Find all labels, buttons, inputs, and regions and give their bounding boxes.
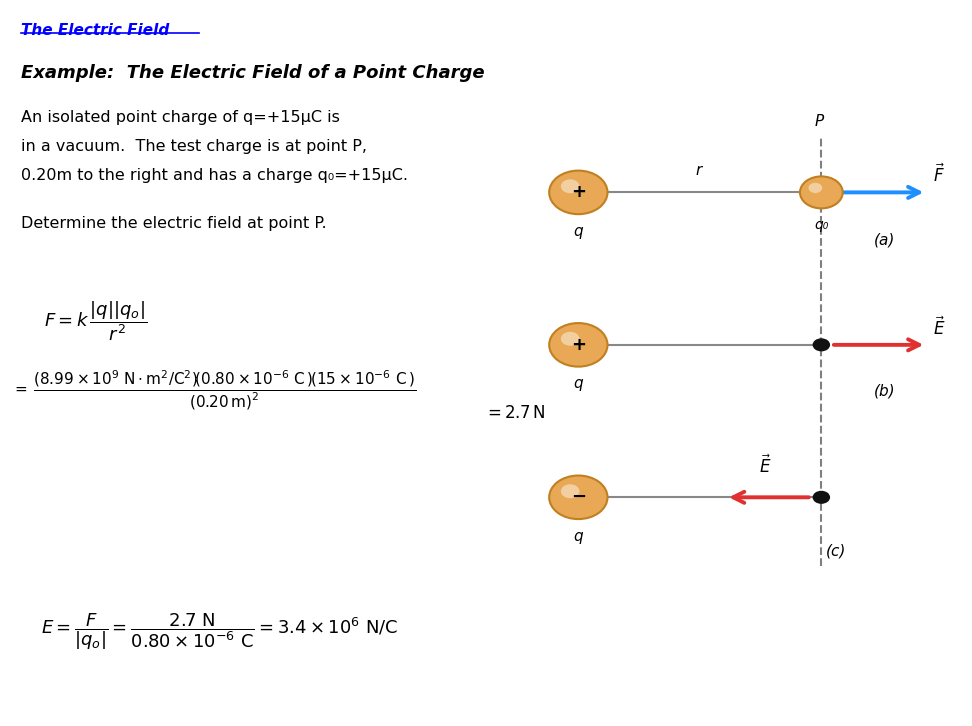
Text: P: P <box>815 114 824 129</box>
Text: $\vec{F}$: $\vec{F}$ <box>933 164 945 186</box>
Circle shape <box>549 171 608 214</box>
Text: (b): (b) <box>874 383 895 399</box>
Circle shape <box>561 332 579 346</box>
Circle shape <box>800 176 843 208</box>
Circle shape <box>549 323 608 367</box>
Text: An isolated point charge of q=+15μC is: An isolated point charge of q=+15μC is <box>21 110 340 126</box>
Text: 0.20m to the right and has a charge q₀=+15μC.: 0.20m to the right and has a charge q₀=+… <box>21 168 408 184</box>
Text: (c): (c) <box>826 543 846 558</box>
Text: $r$: $r$ <box>695 163 705 178</box>
Text: q: q <box>573 376 583 391</box>
Text: Example:  The Electric Field of a Point Charge: Example: The Electric Field of a Point C… <box>21 64 485 82</box>
Text: $\vec{E}$: $\vec{E}$ <box>759 454 771 477</box>
Circle shape <box>809 183 822 193</box>
Text: q: q <box>573 224 583 239</box>
Text: +: + <box>571 336 586 354</box>
Text: $= 2.7\,\mathrm{N}$: $= 2.7\,\mathrm{N}$ <box>484 404 545 423</box>
Text: $F = k\,\dfrac{|q||q_o|}{r^2}$: $F = k\,\dfrac{|q||q_o|}{r^2}$ <box>44 299 147 343</box>
Text: The Electric Field: The Electric Field <box>21 23 170 38</box>
Text: $=\,\dfrac{\left(8.99\times10^9\ \mathrm{N\cdot m^2/C^2}\right)\!\left(0.80\time: $=\,\dfrac{\left(8.99\times10^9\ \mathrm… <box>12 369 416 412</box>
Text: Determine the electric field at point P.: Determine the electric field at point P. <box>21 216 327 231</box>
Text: −: − <box>571 489 586 506</box>
Text: in a vacuum.  The test charge is at point P,: in a vacuum. The test charge is at point… <box>21 139 367 155</box>
Text: $\vec{E}$: $\vec{E}$ <box>933 317 946 338</box>
Circle shape <box>549 476 608 519</box>
Text: (a): (a) <box>874 232 895 248</box>
Text: $E = \dfrac{F}{|q_o|} = \dfrac{2.7\ \mathrm{N}}{0.80\times10^{-6}\ \mathrm{C}} =: $E = \dfrac{F}{|q_o|} = \dfrac{2.7\ \mat… <box>41 611 399 652</box>
Text: q₀: q₀ <box>815 218 828 232</box>
Circle shape <box>813 491 830 504</box>
Text: +: + <box>571 184 586 201</box>
Circle shape <box>561 484 579 498</box>
Circle shape <box>813 338 830 351</box>
Circle shape <box>561 179 579 193</box>
Text: q: q <box>573 529 583 544</box>
